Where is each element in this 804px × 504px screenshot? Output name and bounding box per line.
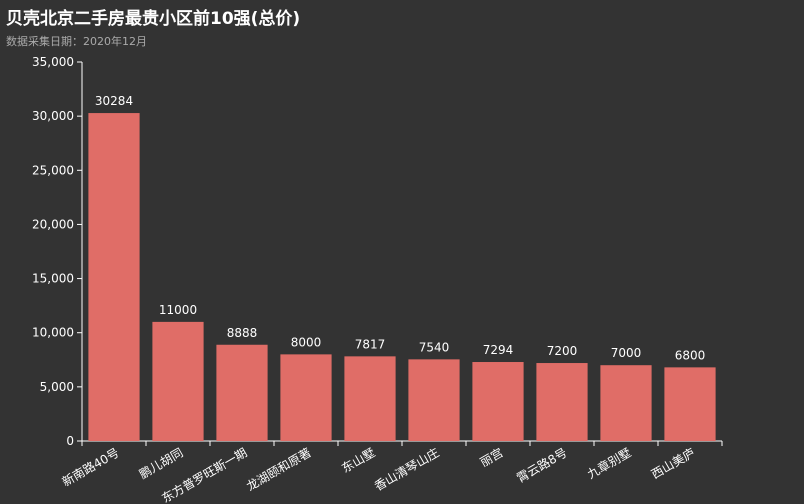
bar: [280, 354, 332, 441]
y-tick-label: 20,000: [32, 217, 74, 231]
category-label: 香山清琴山庄: [372, 445, 442, 494]
bar: [664, 367, 716, 441]
chart-subtitle: 数据采集日期：2020年12月: [6, 35, 147, 48]
data-label: 30284: [95, 94, 133, 108]
data-label: 7200: [547, 344, 578, 358]
category-label: 霄云路8号: [514, 445, 570, 486]
y-tick-label: 25,000: [32, 163, 74, 177]
bar: [344, 356, 396, 441]
bar: [600, 365, 652, 441]
data-label: 11000: [159, 303, 197, 317]
category-label: 九章别墅: [584, 445, 633, 482]
category-label: 丽宫: [477, 445, 505, 470]
y-tick-label: 0: [66, 434, 74, 448]
data-label: 8000: [291, 335, 322, 349]
data-label: 8888: [227, 326, 258, 340]
bar: [536, 363, 588, 441]
data-label: 6800: [675, 348, 706, 362]
bar: [472, 362, 524, 441]
bar: [152, 321, 204, 441]
y-tick-label: 30,000: [32, 109, 74, 123]
bar: [408, 359, 460, 441]
y-tick-label: 35,000: [32, 55, 74, 69]
bar: [216, 344, 268, 441]
chart-title: 贝壳北京二手房最贵小区前10强(总价): [6, 9, 301, 29]
data-label: 7000: [611, 346, 642, 360]
bar: [88, 113, 140, 442]
y-tick-label: 15,000: [32, 272, 74, 286]
data-label: 7294: [483, 343, 514, 357]
category-label: 龙湖颐和原著: [244, 445, 314, 494]
category-label: 鹏儿胡同: [137, 445, 186, 481]
y-tick-label: 10,000: [32, 326, 74, 340]
y-tick-label: 5,000: [40, 380, 74, 394]
category-label: 新南路40号: [59, 445, 121, 490]
category-label: 西山美庐: [648, 445, 697, 482]
data-label: 7817: [355, 337, 386, 351]
category-label: 东山墅: [339, 445, 377, 475]
data-label: 7540: [419, 340, 450, 354]
